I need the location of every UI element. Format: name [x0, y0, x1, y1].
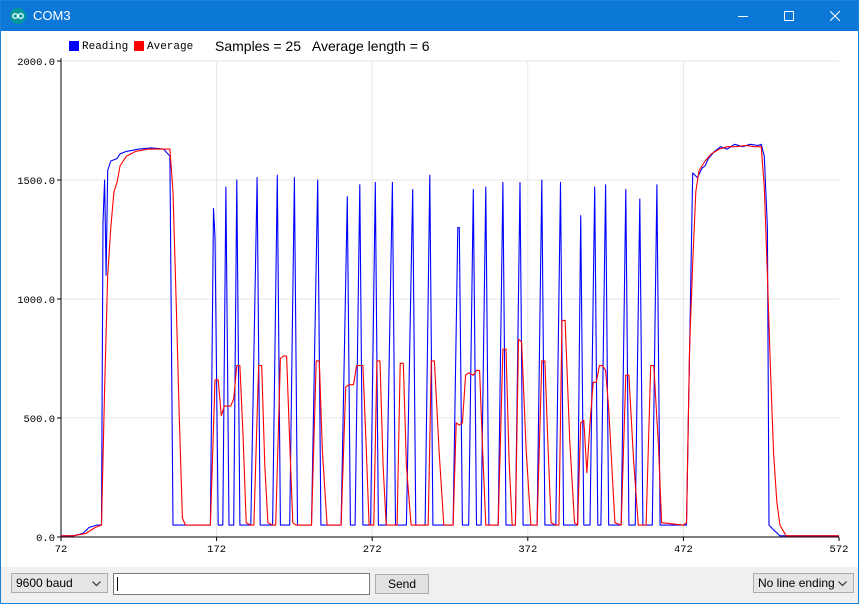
line-ending-value: No line ending: [758, 576, 835, 590]
serial-input[interactable]: [113, 573, 370, 595]
x-tick-label: 372: [518, 544, 537, 556]
maximize-button[interactable]: [766, 1, 812, 31]
plot-area: 0.0 500.0 1000.0 1500.0 2000.0 72 172 272 372 47…: [1, 31, 858, 567]
legend-label-average: Average: [147, 41, 193, 53]
series-line-average: [61, 144, 839, 537]
chevron-down-icon: [92, 581, 101, 587]
x-tick-label: 172: [207, 544, 226, 556]
window-title: COM3: [33, 8, 71, 23]
stats-text: Samples = 25 Average length = 6: [215, 38, 430, 54]
baud-rate-select[interactable]: 9600 baud: [11, 573, 108, 593]
x-tick-label: 572: [830, 544, 849, 556]
baud-rate-value: 9600 baud: [16, 576, 73, 590]
legend: Reading Average: [69, 41, 193, 53]
chevron-down-icon: [838, 581, 847, 587]
x-tick-label: 272: [363, 544, 382, 556]
x-tick-label: 72: [55, 544, 68, 556]
y-tick-label: 2000.0: [17, 57, 55, 69]
minimize-button[interactable]: [720, 1, 766, 31]
y-tick-label: 0.0: [36, 533, 55, 545]
legend-swatch-reading: [69, 41, 79, 51]
arduino-logo-icon: [10, 8, 26, 24]
serial-plot: 0.0 500.0 1000.0 1500.0 2000.0 72 172 272 372 47…: [17, 38, 849, 556]
legend-label-reading: Reading: [82, 41, 128, 53]
legend-swatch-average: [134, 41, 144, 51]
line-ending-select[interactable]: No line ending: [753, 573, 854, 593]
bottom-toolbar: 9600 baud Send No line ending: [1, 567, 858, 603]
y-tick-label: 500.0: [23, 414, 55, 426]
send-button[interactable]: Send: [375, 574, 429, 594]
title-bar[interactable]: COM3: [1, 1, 858, 31]
y-tick-label: 1000.0: [17, 295, 55, 307]
close-icon: [830, 11, 840, 21]
x-tick-label: 472: [674, 544, 693, 556]
text-caret: [117, 577, 118, 591]
y-tick-label: 1500.0: [17, 176, 55, 188]
minimize-icon: [738, 16, 748, 17]
maximize-icon: [784, 11, 794, 21]
close-button[interactable]: [812, 1, 858, 31]
